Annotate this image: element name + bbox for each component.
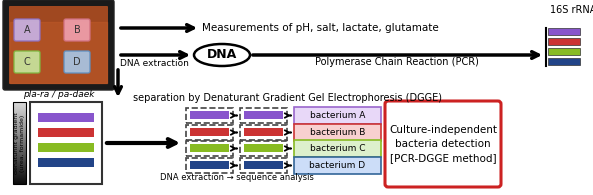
FancyBboxPatch shape xyxy=(186,108,233,123)
FancyBboxPatch shape xyxy=(240,158,287,173)
Ellipse shape xyxy=(194,44,250,66)
FancyBboxPatch shape xyxy=(240,125,287,140)
Bar xyxy=(190,144,229,152)
FancyBboxPatch shape xyxy=(14,51,40,73)
FancyBboxPatch shape xyxy=(9,6,108,84)
FancyBboxPatch shape xyxy=(294,157,381,174)
FancyBboxPatch shape xyxy=(64,19,90,41)
FancyBboxPatch shape xyxy=(14,19,40,41)
FancyBboxPatch shape xyxy=(294,140,381,157)
Text: pla-ra / pa-daek: pla-ra / pa-daek xyxy=(23,90,94,99)
FancyBboxPatch shape xyxy=(186,158,233,173)
Bar xyxy=(38,143,94,152)
Text: Measurements of pH, salt, lactate, glutamate: Measurements of pH, salt, lactate, gluta… xyxy=(202,23,439,33)
Bar xyxy=(548,58,580,65)
Text: bacterium C: bacterium C xyxy=(310,144,365,153)
FancyBboxPatch shape xyxy=(294,107,381,124)
Bar xyxy=(38,158,94,167)
Bar xyxy=(13,102,26,184)
Text: A: A xyxy=(24,25,30,35)
Text: Polymerase Chain Reaction (PCR): Polymerase Chain Reaction (PCR) xyxy=(315,57,479,67)
Bar xyxy=(38,113,94,122)
Bar xyxy=(548,48,580,55)
FancyBboxPatch shape xyxy=(186,125,233,140)
FancyBboxPatch shape xyxy=(240,141,287,156)
Text: separation by Denaturant Gradient Gel Electrophoresis (DGGE): separation by Denaturant Gradient Gel El… xyxy=(133,93,442,103)
Bar xyxy=(38,128,94,137)
Text: DNA extraction: DNA extraction xyxy=(120,59,189,68)
Bar xyxy=(190,128,229,136)
Bar xyxy=(244,144,283,152)
Bar xyxy=(244,111,283,119)
Bar xyxy=(548,38,580,45)
Text: D: D xyxy=(73,57,81,67)
Text: DNA: DNA xyxy=(207,49,237,61)
FancyBboxPatch shape xyxy=(3,0,114,90)
Bar xyxy=(244,128,283,136)
Text: Culture-independent
bacteria detection
[PCR-DGGE method]: Culture-independent bacteria detection [… xyxy=(389,125,497,163)
Text: DNA extraction → sequence analysis: DNA extraction → sequence analysis xyxy=(160,174,314,183)
Text: denaturint gradient
(urea, formamide): denaturint gradient (urea, formamide) xyxy=(14,112,25,174)
Bar xyxy=(244,161,283,169)
Text: bacterium B: bacterium B xyxy=(310,128,365,137)
Text: bacterium D: bacterium D xyxy=(310,161,365,170)
Bar xyxy=(30,102,102,184)
FancyBboxPatch shape xyxy=(385,101,501,187)
Text: C: C xyxy=(24,57,30,67)
FancyBboxPatch shape xyxy=(294,124,381,141)
FancyBboxPatch shape xyxy=(186,141,233,156)
Text: bacterium A: bacterium A xyxy=(310,111,365,120)
FancyBboxPatch shape xyxy=(240,108,287,123)
Bar xyxy=(190,111,229,119)
Bar xyxy=(190,161,229,169)
Text: B: B xyxy=(74,25,81,35)
FancyBboxPatch shape xyxy=(64,51,90,73)
Bar xyxy=(548,28,580,35)
Text: 16S rRNA gene: 16S rRNA gene xyxy=(550,5,593,15)
